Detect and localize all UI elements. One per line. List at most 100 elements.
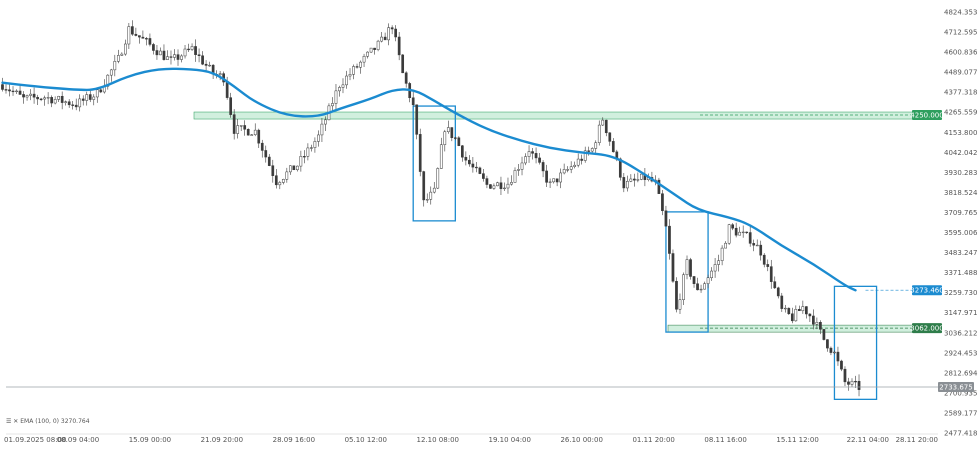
candle-body <box>208 64 211 67</box>
candle-body <box>225 81 229 98</box>
y-tick-label: 3595.006 <box>944 229 978 237</box>
x-tick-label: 21.09 20:00 <box>201 436 243 444</box>
candle-body <box>640 173 643 180</box>
y-tick-label: 2924.453 <box>944 349 977 357</box>
x-tick-label: 15.09 00:00 <box>129 436 171 444</box>
candle-body <box>74 104 78 108</box>
candle-body <box>675 281 678 310</box>
candle-body <box>808 313 812 317</box>
candle-body <box>285 171 289 180</box>
candle-body <box>836 351 840 362</box>
level-resistance-tag <box>912 110 942 121</box>
candle-body <box>109 69 113 76</box>
candle-body <box>510 182 513 185</box>
x-tick-label: 08.11 16:00 <box>704 436 746 444</box>
candle-body <box>145 38 148 40</box>
candle-body <box>131 26 134 35</box>
candle-body <box>583 150 587 161</box>
ema-legend: ☰ ✕ EMA (100, 0) 3270.764 <box>6 418 90 425</box>
candle-body <box>274 175 278 186</box>
candle-body <box>380 36 383 42</box>
candle-body <box>460 145 464 158</box>
candle-body <box>320 123 324 136</box>
candle-body <box>169 56 173 58</box>
candle-body <box>471 163 475 168</box>
candle-body <box>183 48 187 57</box>
candle-body <box>376 40 380 50</box>
candle-body <box>534 153 538 159</box>
candle-body <box>120 53 124 56</box>
candle-body <box>204 63 208 66</box>
candle-body <box>78 98 82 108</box>
candle-body <box>773 281 777 289</box>
y-tick-label: 4600.836 <box>944 49 978 57</box>
x-tick-label: 05.10 12:00 <box>345 436 387 444</box>
candle-body <box>334 90 338 104</box>
candle-body <box>857 380 861 390</box>
candle-body <box>682 274 685 300</box>
level-support-tag <box>912 323 942 334</box>
candle-body <box>60 95 64 103</box>
candle-body <box>520 162 524 170</box>
candle-body <box>710 270 713 279</box>
candle-body <box>99 89 103 93</box>
y-tick-label: 4265.559 <box>944 109 977 117</box>
candle-body <box>478 167 482 174</box>
y-tick-label: 4377.318 <box>944 89 977 97</box>
candle-body <box>734 227 738 236</box>
candle-body <box>32 93 36 98</box>
candle-body <box>513 170 517 183</box>
candle-body <box>159 50 162 56</box>
candle-body <box>387 27 390 41</box>
candle-body <box>492 185 496 189</box>
candle-body <box>446 127 450 133</box>
candle-body <box>429 191 433 200</box>
candle-body <box>232 114 236 134</box>
candle-body <box>559 172 562 183</box>
candle-body <box>313 141 317 148</box>
candle-body <box>341 84 345 88</box>
x-tick-label: 15.11 12:00 <box>776 436 818 444</box>
candle-body <box>475 166 478 169</box>
candle-body <box>148 38 152 45</box>
candle-body <box>362 55 366 63</box>
candle-body <box>106 74 110 87</box>
candle-body <box>805 306 808 315</box>
level-support-tag-label: 3062.000 <box>910 325 943 333</box>
x-tick-label: 01.11 20:00 <box>632 436 674 444</box>
y-tick-label: 4712.595 <box>944 29 977 37</box>
candle-body <box>496 182 499 187</box>
candle-body <box>713 264 717 272</box>
candle-body <box>468 159 471 165</box>
x-tick-label: 28.11 20:00 <box>896 436 938 444</box>
candle-body <box>355 66 359 68</box>
candle-body <box>152 44 155 51</box>
candle-body <box>850 380 854 385</box>
candle-body <box>527 151 531 157</box>
candle-body <box>685 259 689 276</box>
candle-body <box>755 244 759 247</box>
candle-body <box>731 224 734 229</box>
candle-body <box>787 307 791 315</box>
candle-body <box>239 125 243 127</box>
candle-body <box>95 89 99 98</box>
candle-body <box>499 182 503 189</box>
candle-body <box>738 231 742 236</box>
candle-body <box>218 73 222 76</box>
candle-body <box>604 119 608 134</box>
y-tick-label: 2700.935 <box>944 389 977 397</box>
candle-body <box>801 306 805 312</box>
candle-body <box>43 97 46 100</box>
candle-body <box>422 171 426 201</box>
ema-last-tag <box>912 285 942 296</box>
candle-body <box>847 381 850 385</box>
candle-body <box>296 165 299 171</box>
candle-body <box>352 66 355 75</box>
candle-body <box>506 183 510 189</box>
indicator-icon[interactable]: ☰ ✕ <box>6 418 19 425</box>
candle-body <box>741 231 745 234</box>
candle-body <box>597 124 601 143</box>
candle-body <box>64 101 68 103</box>
candle-body <box>594 142 598 149</box>
